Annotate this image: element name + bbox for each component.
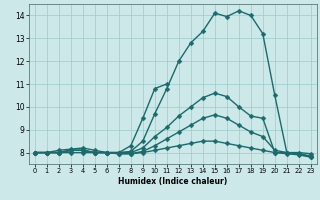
X-axis label: Humidex (Indice chaleur): Humidex (Indice chaleur): [118, 177, 228, 186]
